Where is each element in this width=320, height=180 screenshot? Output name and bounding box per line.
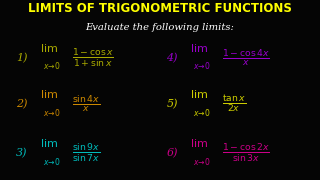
Text: $\lim$: $\lim$: [40, 89, 58, 100]
Text: $\lim$: $\lim$: [190, 137, 209, 149]
Text: $\frac{\sin 4x}{x}$: $\frac{\sin 4x}{x}$: [72, 94, 100, 114]
Text: 6): 6): [166, 148, 178, 158]
Text: 3): 3): [16, 148, 28, 158]
Text: $x\!\rightarrow\!0$: $x\!\rightarrow\!0$: [193, 156, 211, 167]
Text: $x\!\rightarrow\!0$: $x\!\rightarrow\!0$: [193, 60, 211, 71]
Text: $\frac{\tan x}{2x}$: $\frac{\tan x}{2x}$: [222, 94, 247, 115]
Text: $x\!\rightarrow\!0$: $x\!\rightarrow\!0$: [43, 107, 60, 118]
Text: Evaluate the following limits:: Evaluate the following limits:: [85, 23, 235, 32]
Text: 5): 5): [166, 99, 178, 110]
Text: 2): 2): [16, 99, 28, 110]
Text: 1): 1): [16, 52, 28, 63]
Text: $\lim$: $\lim$: [190, 89, 209, 100]
Text: $x\!\rightarrow\!0$: $x\!\rightarrow\!0$: [43, 60, 60, 71]
Text: $\lim$: $\lim$: [190, 42, 209, 54]
Text: $\lim$: $\lim$: [40, 137, 58, 149]
Text: $x\!\rightarrow\!0$: $x\!\rightarrow\!0$: [193, 107, 211, 118]
Text: $\lim$: $\lim$: [40, 42, 58, 54]
Text: $\frac{1 - \cos x}{1 + \sin x}$: $\frac{1 - \cos x}{1 + \sin x}$: [72, 46, 114, 69]
Text: $\frac{1 - \cos 2x}{\sin 3x}$: $\frac{1 - \cos 2x}{\sin 3x}$: [222, 142, 270, 164]
Text: LIMITS OF TRIGONOMETRIC FUNCTIONS: LIMITS OF TRIGONOMETRIC FUNCTIONS: [28, 2, 292, 15]
Text: $x\!\rightarrow\!0$: $x\!\rightarrow\!0$: [43, 156, 60, 167]
Text: $\frac{\sin 9x}{\sin 7x}$: $\frac{\sin 9x}{\sin 7x}$: [72, 142, 100, 164]
Text: $\frac{1 - \cos 4x}{x}$: $\frac{1 - \cos 4x}{x}$: [222, 47, 270, 68]
Text: 4): 4): [166, 52, 178, 63]
